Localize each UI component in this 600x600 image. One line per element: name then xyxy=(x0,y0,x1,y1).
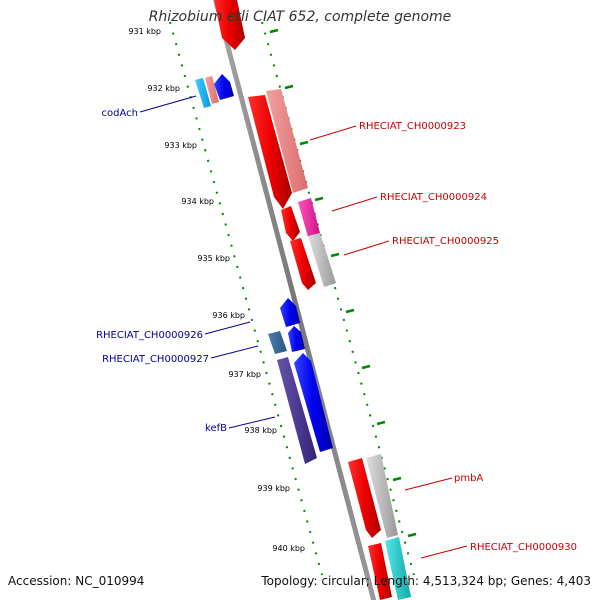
tick-label: 932 kbp xyxy=(147,84,180,93)
tick-label: 938 kbp xyxy=(244,426,277,435)
tick-label: 936 kbp xyxy=(212,311,245,320)
accession-text: Accession: NC_010994 xyxy=(8,574,145,588)
outer-ring-ticks xyxy=(269,28,417,538)
gene-label-codach[interactable]: codAch xyxy=(102,108,138,119)
gene-arrow-931[interactable] xyxy=(213,0,245,50)
gene-arrow-kefb[interactable] xyxy=(294,353,333,452)
gene-label-kefb[interactable]: kefB xyxy=(205,423,227,434)
gene-label-rheciat-ch0000924[interactable]: RHECIAT_CH0000924 xyxy=(380,192,487,203)
genome-summary-text: Topology: circular; Length: 4,513,324 bp… xyxy=(261,574,591,588)
outer-tick-track xyxy=(261,21,415,576)
gene-arrow-grey-925[interactable] xyxy=(308,233,336,287)
gene-arrow-rheciat-ch0000925[interactable] xyxy=(290,238,316,290)
gene-label-rheciat-ch0000925[interactable]: RHECIAT_CH0000925 xyxy=(392,236,499,247)
gene-arrow-codach[interactable] xyxy=(214,74,234,100)
gene-arrow-grey-pmba[interactable] xyxy=(366,454,398,538)
tick-label: 931 kbp xyxy=(128,27,161,36)
gene-arrow-rheciat-ch0000930[interactable] xyxy=(368,543,392,600)
leader-lines xyxy=(139,95,468,559)
inner-tick-track xyxy=(169,21,323,576)
gene-label-rheciat-ch0000923[interactable]: RHECIAT_CH0000923 xyxy=(359,121,466,132)
gene-label-pmba[interactable]: pmbA xyxy=(454,473,483,484)
gene-label-rheciat-ch0000927[interactable]: RHECIAT_CH0000927 xyxy=(102,354,209,365)
genome-title: Rhizobium etli CIAT 652, complete genome xyxy=(148,9,452,25)
genome-backbone xyxy=(213,0,377,600)
tick-label: 933 kbp xyxy=(164,141,197,150)
gene-arrow-rheciat-ch0000927[interactable] xyxy=(268,331,287,354)
tick-label: 935 kbp xyxy=(197,254,230,263)
gene-arrow-blue-927[interactable] xyxy=(288,326,305,352)
gene-label-rheciat-ch0000930[interactable]: RHECIAT_CH0000930 xyxy=(470,542,577,553)
gene-arrow-rheciat-ch0000926[interactable] xyxy=(280,298,300,327)
tick-label: 939 kbp xyxy=(257,484,290,493)
gene-arrow-cyan-930[interactable] xyxy=(385,537,411,600)
tick-label: 934 kbp xyxy=(181,197,214,206)
gene-arrow-rheciat-ch0000923[interactable] xyxy=(248,95,292,209)
gene-arrow-kefb-dark[interactable] xyxy=(277,357,317,464)
gene-label-rheciat-ch0000926[interactable]: RHECIAT_CH0000926 xyxy=(96,330,203,341)
gene-arrow-codach-pink[interactable] xyxy=(205,76,219,104)
tick-label: 940 kbp xyxy=(272,544,305,553)
gene-arrow-codach-light[interactable] xyxy=(195,78,211,108)
gene-labels: codAch RHECIAT_CH0000923 RHECIAT_CH00009… xyxy=(96,108,577,553)
tick-label: 937 kbp xyxy=(228,370,261,379)
gene-arrow-magenta-924[interactable] xyxy=(298,198,320,237)
gene-arrow-rheciat-ch0000924[interactable] xyxy=(281,206,300,241)
gene-arrow-pink-923[interactable] xyxy=(266,89,308,193)
gene-arrow-pmba[interactable] xyxy=(348,458,381,538)
tick-labels: 931 kbp 932 kbp 933 kbp 934 kbp 935 kbp … xyxy=(128,27,305,553)
